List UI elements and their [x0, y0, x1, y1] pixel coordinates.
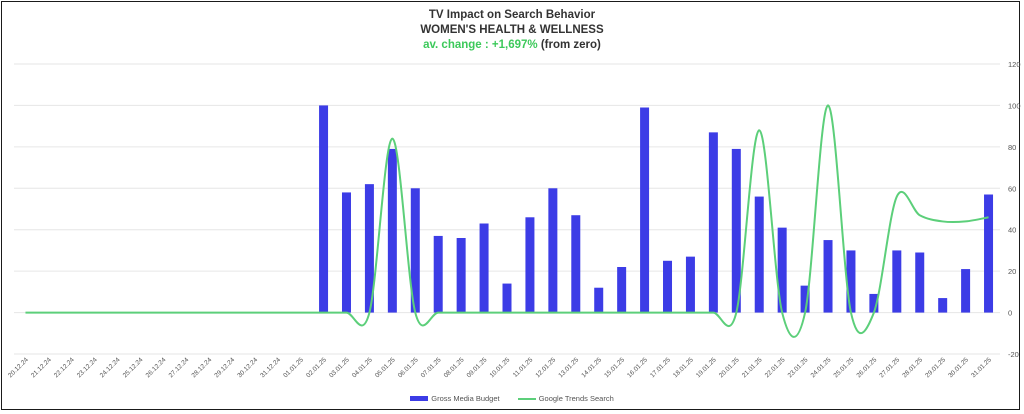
change-line: av. change : +1,697% (from zero) [0, 38, 1024, 53]
bar [892, 250, 902, 313]
bar [800, 285, 810, 313]
y-tick-label: 120 [1008, 60, 1021, 69]
bar [708, 132, 718, 313]
x-tick-label: 29.12.24 [213, 356, 236, 379]
bar [433, 235, 443, 313]
x-tick-label: 31.01.25 [970, 356, 993, 379]
x-tick-label: 30.01.25 [947, 356, 970, 379]
bar [754, 196, 764, 313]
x-tick-label: 06.01.25 [397, 356, 420, 379]
chart-title: TV Impact on Search Behavior [428, 9, 596, 21]
x-tick-label: 24.01.25 [810, 356, 833, 379]
x-tick-label: 05.01.25 [374, 356, 397, 379]
legend-item-trends: Google Trends Search [517, 393, 614, 403]
legend-swatch-trends [517, 397, 536, 400]
x-tick-label: 08.01.25 [443, 356, 466, 379]
bar [731, 148, 741, 313]
x-tick-label: 19.01.25 [695, 356, 718, 379]
x-tick-label: 30.12.24 [236, 356, 259, 379]
bar [594, 287, 604, 313]
bar [364, 184, 374, 313]
x-tick-label: 26.12.24 [145, 356, 168, 379]
bar [915, 252, 925, 313]
bar [777, 227, 787, 313]
bar [984, 194, 994, 313]
trend-line [25, 104, 989, 338]
bar [685, 256, 695, 313]
x-tick-label: 20.01.25 [718, 356, 741, 379]
x-tick-label: 07.01.25 [420, 356, 443, 379]
y-tick-label: -20 [1008, 350, 1019, 359]
bar [571, 215, 581, 313]
x-tick-label: 22.01.25 [764, 356, 787, 379]
bar [387, 148, 397, 313]
x-tick-label: 10.01.25 [489, 356, 512, 379]
x-tick-label: 02.01.25 [305, 356, 328, 379]
x-tick-label: 31.12.24 [259, 356, 282, 379]
x-tick-label: 20.12.24 [7, 356, 30, 379]
x-tick-label: 17.01.25 [649, 356, 672, 379]
x-tick-label: 25.12.24 [122, 356, 145, 379]
legend-label-budget: Gross Media Budget [431, 393, 500, 403]
legend-item-budget: Gross Media Budget [410, 393, 500, 403]
x-tick-label: 29.01.25 [924, 356, 947, 379]
bar [525, 217, 535, 313]
bar [548, 188, 558, 313]
y-tick-label: 60 [1008, 184, 1016, 193]
bar [319, 105, 329, 313]
bar [410, 188, 420, 313]
x-tick-label: 27.12.24 [168, 356, 191, 379]
bar [823, 240, 833, 313]
chart-titles: TV Impact on Search Behavior WOMEN'S HEA… [0, 8, 1024, 53]
bar [617, 267, 627, 313]
x-tick-label: 23.12.24 [76, 356, 99, 379]
y-tick-label: 80 [1008, 143, 1016, 152]
chart-subtitle: WOMEN'S HEALTH & WELLNESS [420, 24, 604, 36]
bar [869, 293, 879, 313]
x-tick-label: 26.01.25 [855, 356, 878, 379]
bar [640, 107, 650, 313]
x-tick-label: 28.12.24 [190, 356, 213, 379]
x-tick-label: 01.01.25 [282, 356, 305, 379]
x-tick-label: 09.01.25 [466, 356, 489, 379]
x-tick-label: 16.01.25 [626, 356, 649, 379]
bar [479, 223, 489, 313]
change-suffix: (from zero) [540, 39, 601, 51]
y-tick-label: 20 [1008, 267, 1016, 276]
x-tick-label: 21.12.24 [30, 356, 53, 379]
x-tick-label: 15.01.25 [603, 356, 626, 379]
x-tick-label: 21.01.25 [741, 356, 764, 379]
x-tick-label: 24.12.24 [99, 356, 122, 379]
x-tick-label: 22.12.24 [53, 356, 76, 379]
legend-swatch-budget [410, 396, 429, 402]
bar [663, 260, 673, 313]
x-tick-label: 25.01.25 [833, 356, 856, 379]
bar [846, 250, 856, 313]
x-tick-label: 14.01.25 [580, 356, 603, 379]
x-tick-label: 12.01.25 [534, 356, 557, 379]
bar [456, 238, 466, 313]
bar [502, 283, 512, 313]
x-tick-label: 28.01.25 [901, 356, 924, 379]
x-tick-label: 23.01.25 [787, 356, 810, 379]
x-tick-label: 11.01.25 [512, 356, 535, 379]
bar [961, 269, 971, 313]
x-tick-label: 03.01.25 [328, 356, 351, 379]
legend-label-trends: Google Trends Search [538, 393, 614, 403]
x-tick-label: 13.01.25 [557, 356, 580, 379]
bar [938, 298, 948, 313]
change-value: av. change : +1,697% [423, 39, 538, 51]
x-tick-label: 18.01.25 [672, 356, 695, 379]
chart-legend: Gross Media Budget Google Trends Search [0, 393, 1024, 403]
x-tick-label: 27.01.25 [878, 356, 901, 379]
x-tick-label: 04.01.25 [351, 356, 374, 379]
y-tick-label: 100 [1008, 101, 1021, 110]
y-tick-label: 40 [1008, 226, 1016, 235]
bar [341, 192, 351, 313]
y-tick-label: 0 [1008, 309, 1012, 318]
